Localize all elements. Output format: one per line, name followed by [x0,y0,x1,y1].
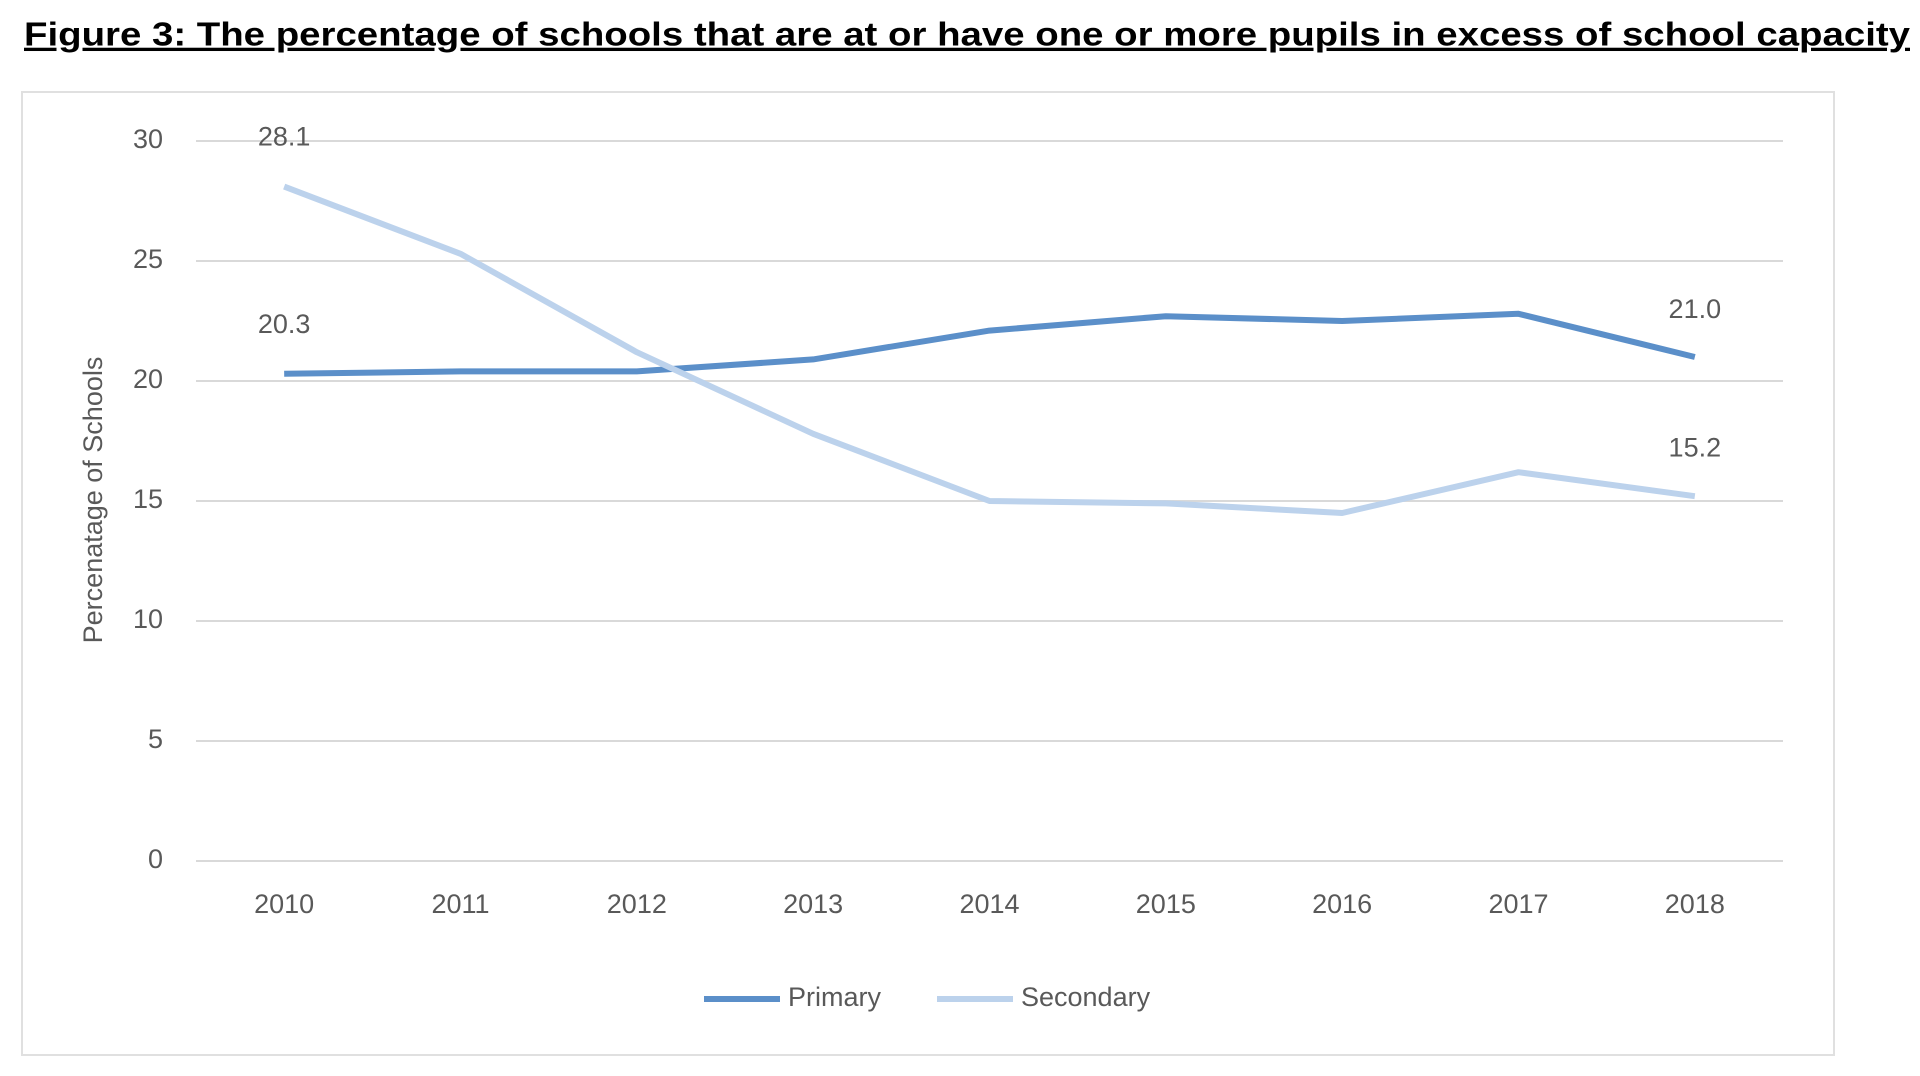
chart-title: Figure 3: The percentage of schools that… [24,16,1911,53]
x-tick-label: 2010 [254,889,314,919]
y-tick-label: 0 [148,844,163,874]
data-label: 28.1 [258,122,311,152]
series-line [283,183,1696,516]
data-label: 15.2 [1669,432,1722,462]
y-axis-label: Percenatage of Schools [78,357,108,644]
legend-label: Secondary [1021,982,1151,1012]
x-tick-label: 2017 [1488,889,1548,919]
x-tick-label: 2018 [1665,889,1725,919]
x-tick-label: 2011 [431,889,489,919]
y-tick-label: 25 [133,244,163,274]
legend-label: Primary [788,982,881,1012]
x-tick-label: 2012 [607,889,667,919]
y-tick-label: 10 [133,604,163,634]
x-tick-label: 2015 [1136,889,1196,919]
chart-frame [21,91,1835,1056]
x-tick-label: 2014 [959,889,1019,919]
y-tick-label: 30 [133,124,163,154]
y-tick-label: 20 [133,364,163,394]
series-line [284,310,1696,377]
x-tick-label: 2016 [1312,889,1372,919]
x-tick-label: 2013 [783,889,843,919]
y-tick-label: 15 [133,484,163,514]
y-tick-label: 5 [148,724,163,754]
data-label: 21.0 [1669,294,1722,324]
data-label: 20.3 [258,309,311,339]
